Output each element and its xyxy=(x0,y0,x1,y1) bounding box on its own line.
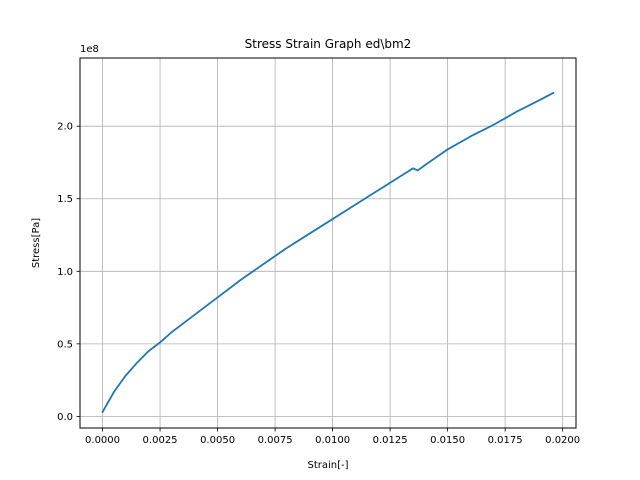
tick-layer: 0.0000 0.0025 0.0050 0.0075 0.0100 0.0125 0.01… xyxy=(57,122,580,446)
x-tick-label: 0.0200 xyxy=(545,435,580,446)
y-tick-label: 1.5 xyxy=(57,194,73,205)
y-tick-label: 0.0 xyxy=(57,412,73,423)
x-tick-label: 0.0050 xyxy=(200,435,235,446)
x-tick-label: 0.0100 xyxy=(315,435,350,446)
x-tick-label: 0.0175 xyxy=(488,435,523,446)
y-offset-label: 1e8 xyxy=(80,44,99,55)
stress-strain-curve xyxy=(101,91,555,413)
y-tick-label: 1.0 xyxy=(57,267,73,278)
plot-frame xyxy=(79,57,577,429)
grid-layer xyxy=(80,58,576,428)
y-tick-label: 0.5 xyxy=(57,339,73,350)
chart-title: Stress Strain Graph ed\bm2 xyxy=(245,37,412,51)
y-axis-label: Stress[Pa] xyxy=(31,218,42,268)
x-tick-label: 0.0150 xyxy=(430,435,465,446)
y-tick-label: 2.0 xyxy=(57,122,73,133)
x-tick-label: 0.0025 xyxy=(143,435,178,446)
x-axis-label: Strain[-] xyxy=(307,460,348,471)
x-tick-label: 0.0000 xyxy=(85,435,120,446)
x-tick-label: 0.0075 xyxy=(258,435,293,446)
x-tick-label: 0.0125 xyxy=(373,435,408,446)
series-layer xyxy=(101,91,555,413)
